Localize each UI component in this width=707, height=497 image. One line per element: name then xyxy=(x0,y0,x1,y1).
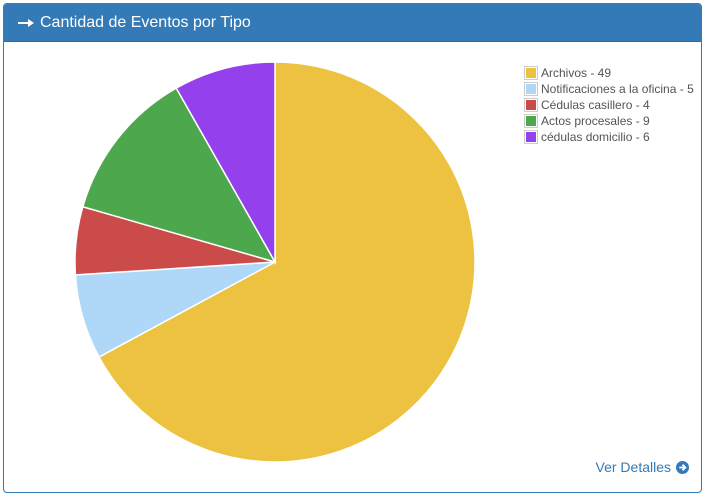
legend-swatch-notificaciones xyxy=(526,84,536,94)
legend-swatch-box xyxy=(524,114,538,128)
legend-label-actos-procesales: Actos procesales - 9 xyxy=(541,114,650,128)
events-panel: Cantidad de Eventos por Tipo Archivos - … xyxy=(3,3,702,493)
legend-swatch-archivos xyxy=(526,68,536,78)
legend-item-archivos: Archivos - 49 xyxy=(524,65,694,81)
pie-slice-cédulas-domicilio xyxy=(175,61,276,265)
pie-slice-archivos xyxy=(97,61,476,463)
legend-item-notificaciones: Notificaciones a la oficina - 5 xyxy=(524,81,694,97)
panel-heading: Cantidad de Eventos por Tipo xyxy=(4,4,701,42)
legend-swatch-box xyxy=(524,82,538,96)
legend-swatch-box xyxy=(524,130,538,144)
panel-title: Cantidad de Eventos por Tipo xyxy=(40,13,251,31)
legend-swatch-box xyxy=(524,66,538,80)
arrow-right-icon xyxy=(18,18,34,28)
pie-slice-actos-procesales xyxy=(81,87,277,264)
legend-swatch-box xyxy=(524,98,538,112)
legend-swatch-cedulas-casillero xyxy=(526,100,536,110)
legend-swatch-actos-procesales xyxy=(526,116,536,126)
circle-arrow-right-icon xyxy=(676,460,689,474)
ver-detalles-label: Ver Detalles xyxy=(595,459,671,475)
legend-item-cedulas-domicilio: cédulas domicilio - 6 xyxy=(524,129,694,145)
chart-legend: Archivos - 49 Notificaciones a la oficin… xyxy=(524,65,694,145)
pie-chart xyxy=(74,61,476,463)
ver-detalles-link[interactable]: Ver Detalles xyxy=(596,459,689,475)
legend-item-cedulas-casillero: Cédulas casillero - 4 xyxy=(524,97,694,113)
legend-label-cedulas-casillero: Cédulas casillero - 4 xyxy=(541,98,650,112)
legend-label-notificaciones: Notificaciones a la oficina - 5 xyxy=(541,82,694,96)
legend-item-actos-procesales: Actos procesales - 9 xyxy=(524,113,694,129)
legend-swatch-cedulas-domicilio xyxy=(526,132,536,142)
legend-label-cedulas-domicilio: cédulas domicilio - 6 xyxy=(541,130,650,144)
legend-label-archivos: Archivos - 49 xyxy=(541,66,612,80)
